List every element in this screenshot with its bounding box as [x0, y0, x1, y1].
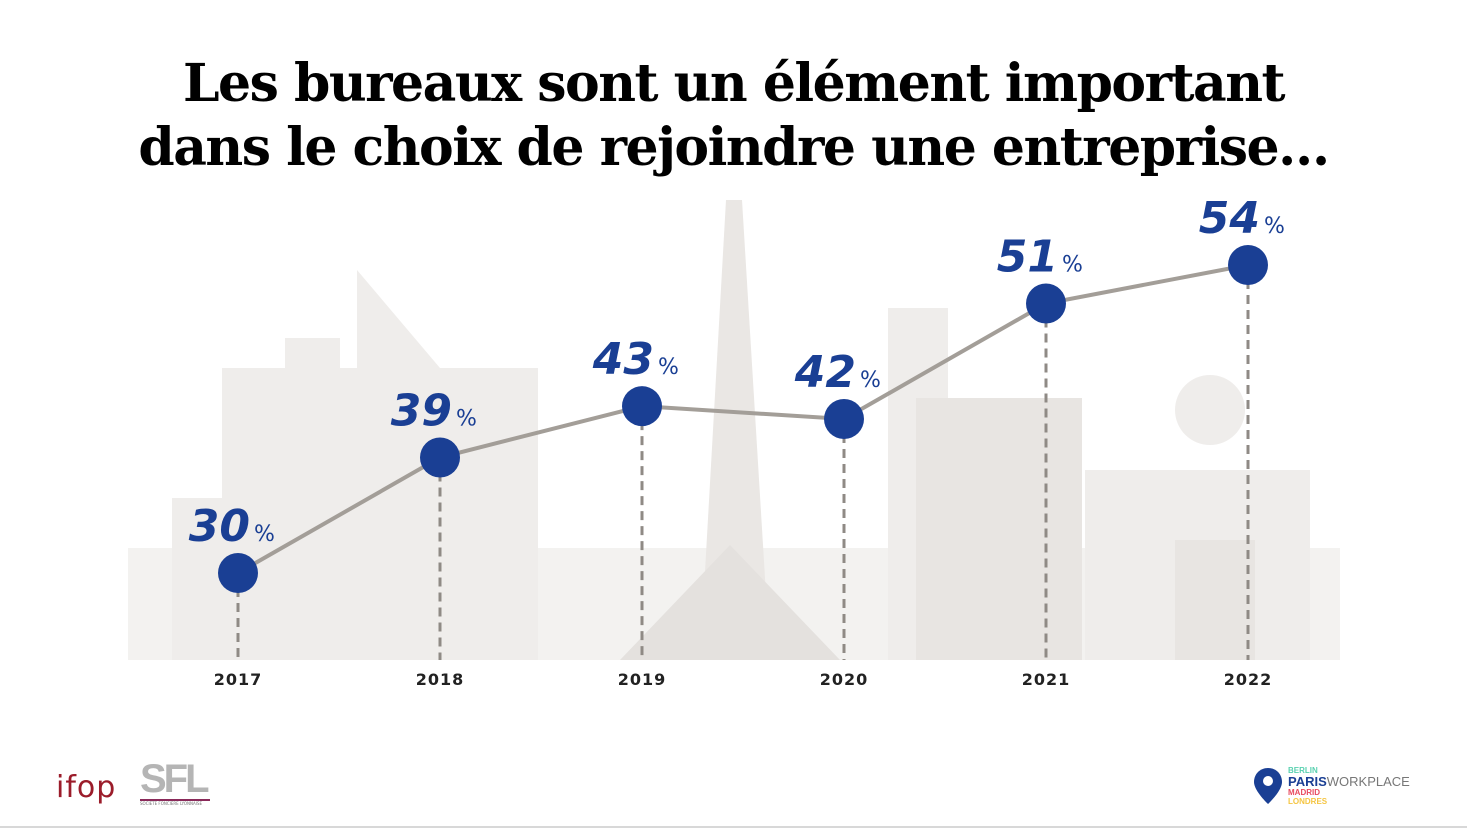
series-line	[237, 263, 1249, 575]
map-pin-icon	[1254, 768, 1282, 804]
x-tick-label: 2017	[214, 670, 263, 689]
data-label: 51	[997, 232, 1058, 283]
data-label-unit: %	[658, 355, 679, 380]
sfl-logo-bar	[140, 799, 210, 801]
data-label-unit: %	[860, 368, 881, 393]
chart-title: Les bureaux sont un élément important da…	[0, 52, 1467, 180]
data-point	[420, 437, 460, 478]
logo-madrid: MADRID	[1288, 788, 1320, 797]
sfl-logo-subtitle: SOCIETE FONCIERE LYONNAISE	[140, 801, 202, 806]
x-tick-label: 2020	[820, 670, 869, 689]
data-label-unit: %	[1062, 253, 1083, 278]
footer-divider	[0, 826, 1467, 828]
data-label-unit: %	[254, 522, 275, 547]
x-tick-label: 2019	[618, 670, 667, 689]
x-tick-label: 2021	[1022, 670, 1071, 689]
x-tick-label: 2022	[1224, 670, 1273, 689]
data-point	[1026, 283, 1066, 324]
data-label: 42	[794, 347, 856, 398]
data-point	[218, 553, 258, 593]
data-point	[1228, 245, 1268, 285]
skyline-background	[128, 200, 1340, 660]
data-point	[824, 399, 864, 439]
logo-berlin: BERLIN	[1288, 766, 1318, 775]
ifop-logo: ifop	[56, 770, 117, 805]
logo-workplace: WORKPLACE	[1326, 774, 1410, 789]
title-line-2: dans le choix de rejoindre une entrepris…	[138, 117, 1330, 178]
logo-paris: PARIS	[1288, 774, 1327, 789]
sfl-logo: SFL SOCIETE FONCIERE LYONNAISE	[140, 757, 210, 806]
title-line-1: Les bureaux sont un élément important	[182, 53, 1286, 114]
data-point	[622, 386, 662, 427]
data-label-unit: %	[1264, 214, 1285, 239]
data-label: 39	[391, 386, 452, 437]
paris-workplace-logo: BERLIN PARISWORKPLACE MADRID LONDRES	[1254, 766, 1410, 806]
data-label: 30	[189, 501, 250, 552]
data-label-unit: %	[456, 407, 477, 432]
x-tick-label: 2018	[416, 670, 465, 689]
sfl-logo-text: SFL	[140, 757, 210, 801]
logo-londres: LONDRES	[1288, 797, 1328, 806]
data-label: 43	[592, 334, 654, 385]
data-label: 54	[1199, 193, 1260, 244]
